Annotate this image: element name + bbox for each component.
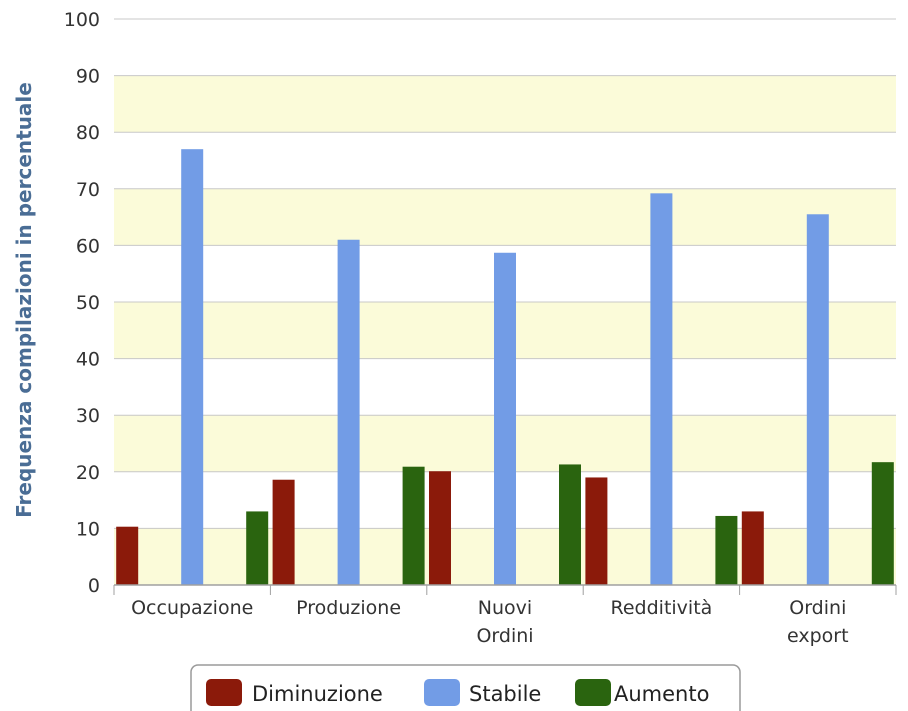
- bar-diminuzione: [429, 471, 451, 585]
- x-category-label: Redditività: [611, 597, 713, 619]
- x-category-labels: Occupazione Produzione Nuovi Ordini Redditiv…: [131, 597, 848, 647]
- legend-swatch-diminuzione: [206, 679, 242, 706]
- y-axis-label: Frequenza compilazioni in percentuale: [12, 82, 36, 518]
- y-tick-label: 10: [76, 518, 100, 540]
- x-category-label: Ordini: [476, 625, 533, 647]
- y-tick-label: 0: [88, 575, 100, 597]
- bar-aumento: [402, 466, 425, 585]
- bar-diminuzione: [272, 479, 295, 585]
- x-category-label: Occupazione: [131, 597, 253, 619]
- y-tick-label: 100: [64, 9, 100, 31]
- y-tick-label: 90: [76, 66, 100, 88]
- legend-label-diminuzione: Diminuzione: [252, 682, 383, 706]
- legend: Diminuzione Stabile Aumento: [190, 664, 741, 711]
- y-tick-label: 40: [76, 349, 100, 371]
- bar-stabile: [337, 239, 360, 586]
- bar-aumento: [871, 462, 894, 585]
- y-tick-label: 60: [76, 235, 100, 257]
- y-tick-label: 50: [76, 292, 100, 314]
- bar-aumento: [246, 511, 269, 585]
- x-category-label: Nuovi: [478, 597, 532, 619]
- bar-aumento: [715, 515, 738, 585]
- bar-diminuzione: [116, 526, 139, 585]
- bar-stabile: [806, 214, 829, 585]
- legend-swatch-stabile: [424, 679, 460, 706]
- legend-swatch-aumento: [575, 679, 611, 706]
- y-tick-label: 30: [76, 405, 100, 427]
- bar-stabile: [650, 193, 673, 585]
- bar-stabile: [181, 149, 204, 585]
- x-axis: [113, 584, 897, 595]
- plot-band: [114, 188, 896, 246]
- bar-diminuzione: [741, 511, 764, 585]
- y-tick-label: 80: [76, 122, 100, 144]
- x-category-label: Produzione: [296, 597, 401, 619]
- y-tick-label: 70: [76, 179, 100, 201]
- y-tick-labels: 0 10 20 30 40 50 60 70 80 90 100: [64, 9, 100, 597]
- bars: [116, 149, 894, 586]
- x-category-label: Ordini: [789, 597, 846, 619]
- bar-diminuzione: [585, 477, 608, 585]
- bar-aumento: [559, 464, 581, 585]
- y-tick-label: 20: [76, 462, 100, 484]
- legend-label-stabile: Stabile: [469, 682, 541, 706]
- plot-band: [114, 75, 896, 133]
- legend-label-aumento: Aumento: [614, 682, 709, 706]
- x-category-label: export: [787, 625, 849, 647]
- bar-stabile: [494, 252, 516, 585]
